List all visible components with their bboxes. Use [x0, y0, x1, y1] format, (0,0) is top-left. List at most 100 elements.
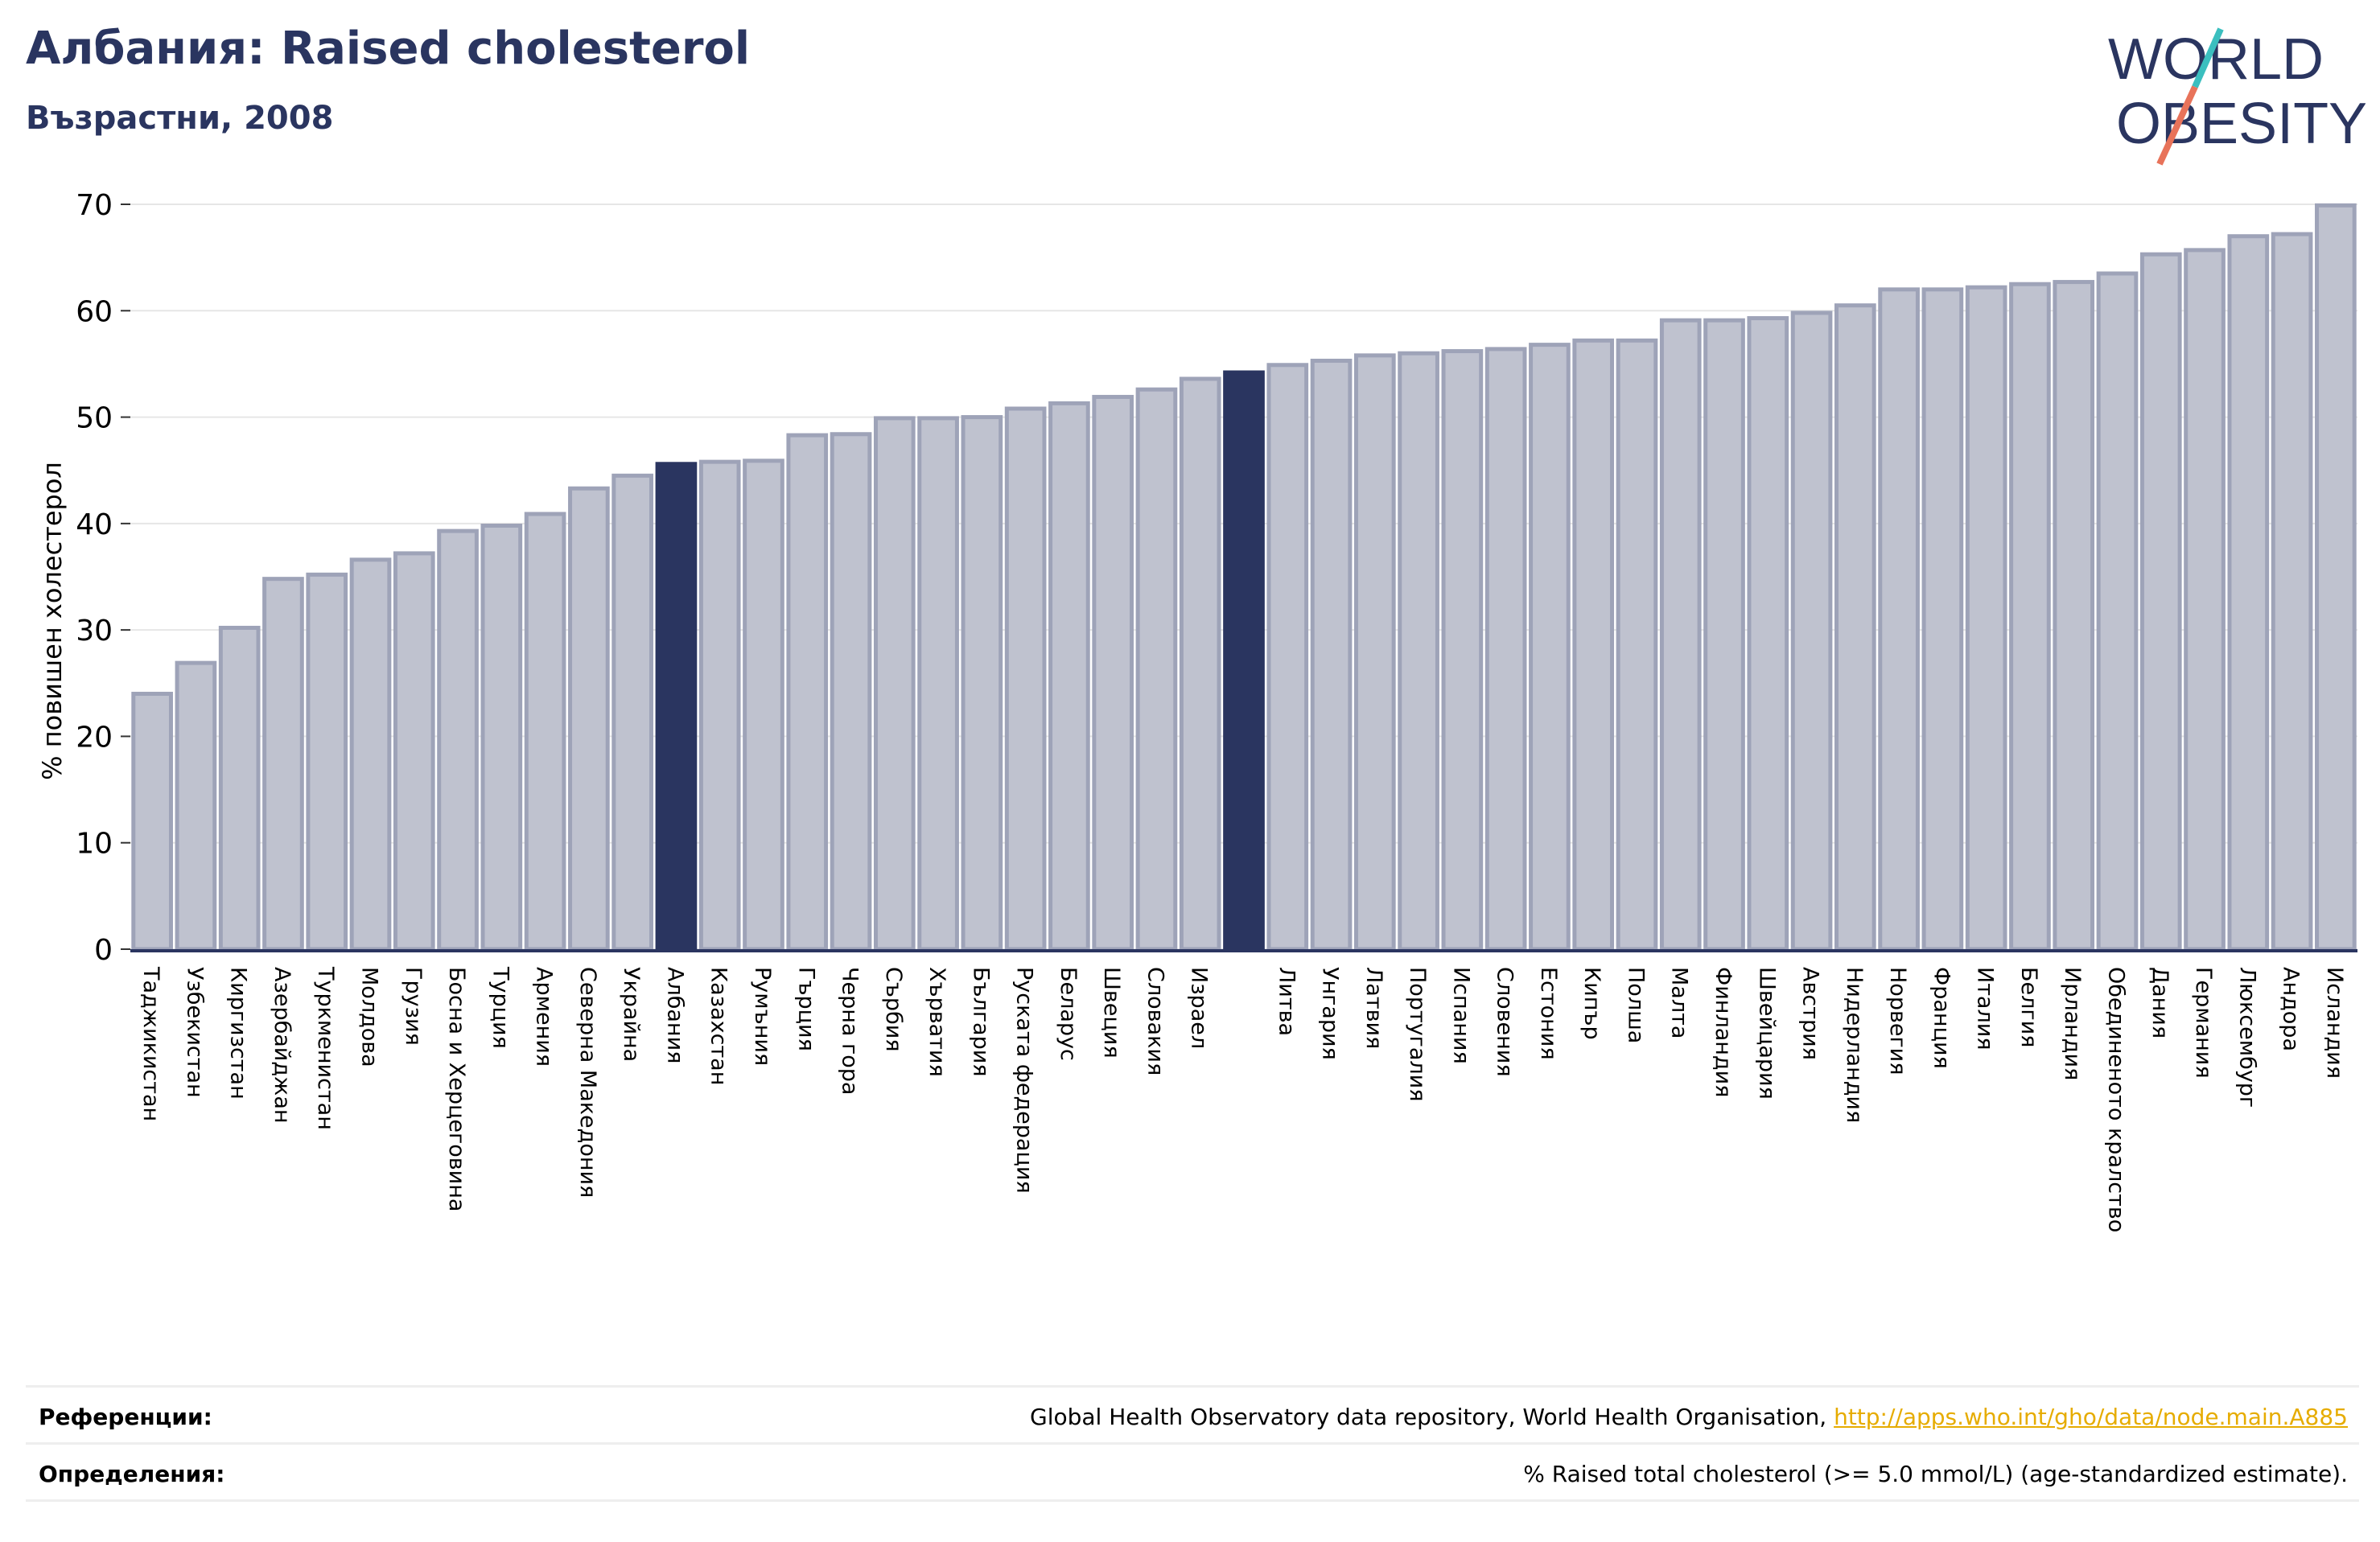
bar	[524, 512, 566, 952]
bar	[1441, 349, 1484, 952]
bar	[830, 432, 872, 952]
x-tick-label: Малта	[1667, 967, 1692, 1038]
x-tick-label: България	[968, 967, 993, 1077]
bar	[1223, 370, 1265, 952]
bar	[2271, 232, 2313, 952]
bar	[262, 577, 304, 952]
bar	[611, 473, 653, 952]
references-label: Референции:	[39, 1404, 212, 1430]
definitions-label: Определения:	[39, 1461, 225, 1487]
x-tick-label: Кипър	[1579, 967, 1604, 1040]
x-tick-label: Киргизстан	[226, 967, 251, 1100]
bar	[2009, 282, 2051, 952]
bar	[1703, 318, 1745, 952]
x-tick-label: Молдова	[357, 967, 382, 1067]
bar	[218, 625, 261, 952]
logo-slash-red	[2156, 85, 2198, 166]
bar	[1572, 338, 1615, 952]
x-tick-label: Гърция	[793, 967, 818, 1051]
definitions-text: % Raised total cholesterol (>= 5.0 mmol/…	[1523, 1461, 2348, 1487]
bar	[1266, 363, 1309, 952]
x-tick-label: Турция	[488, 966, 513, 1049]
x-tick-label: Португалия	[1405, 967, 1430, 1101]
x-tick-label: Хърватия	[924, 967, 949, 1077]
x-tick-label: Казахстан	[706, 967, 731, 1085]
bar	[1878, 287, 1920, 952]
references-link[interactable]: http://apps.who.int/gho/data/node.main.A…	[1834, 1404, 2348, 1430]
bar	[2096, 271, 2139, 952]
x-tick-label: Туркменистан	[313, 966, 338, 1130]
bar	[2053, 280, 2095, 952]
bar	[306, 572, 348, 952]
y-tick-label: 0	[94, 934, 113, 967]
x-tick-label: Франция	[1929, 967, 1954, 1069]
bar	[2184, 248, 2226, 952]
x-tick-label: Обединеното кралство	[2103, 967, 2128, 1232]
x-tick-label: Узбекистан	[182, 967, 207, 1098]
x-tick-label: Полша	[1623, 967, 1648, 1043]
bar	[568, 486, 610, 952]
footer-divider-bottom	[26, 1499, 2359, 1502]
x-tick-label: Италия	[1973, 967, 1998, 1051]
x-tick-label: Грузия	[401, 967, 426, 1046]
x-tick-label: Армения	[532, 967, 557, 1067]
x-tick-label: Унгария	[1318, 967, 1343, 1060]
bar	[917, 416, 959, 952]
x-tick-label: Швейцария	[1754, 967, 1779, 1100]
x-tick-label: Азербайджан	[270, 967, 294, 1124]
bar	[1747, 316, 1789, 952]
bar	[873, 416, 916, 952]
x-tick-label: Руската федерация	[1012, 967, 1037, 1194]
y-ticks-layer: 0 10 20 30 40 50 60 70	[76, 189, 130, 967]
bar-chart: 0 10 20 30 40 50 60 70 Таджикистан Узбекистан Кир…	[37, 189, 2357, 1232]
y-tick-label: 40	[76, 508, 113, 541]
bar	[1353, 353, 1396, 952]
chart-title: Албания: Raised cholesterol	[26, 23, 751, 75]
references-source: Global Health Observatory data repositor…	[1030, 1404, 1834, 1430]
x-tick-label: Албания	[662, 967, 687, 1063]
x-tick-label: Финландия	[1711, 967, 1736, 1097]
bar	[961, 415, 1003, 952]
x-tick-label: Северна Македония	[575, 967, 600, 1198]
bar	[2227, 234, 2270, 952]
bar	[2139, 252, 2182, 952]
bar	[393, 551, 435, 952]
footer-divider-top	[26, 1385, 2359, 1388]
x-tick-label: Черна гора	[838, 967, 863, 1095]
bar	[1179, 376, 1221, 952]
y-tick-label: 30	[76, 615, 113, 648]
x-tick-label: Словакия	[1143, 967, 1167, 1075]
y-tick-label: 70	[76, 189, 113, 222]
x-tick-label: Ирландия	[2060, 967, 2085, 1080]
x-tick-label: Естония	[1536, 967, 1561, 1060]
bar	[480, 524, 523, 952]
footer-divider-middle	[26, 1442, 2359, 1445]
x-tick-label: Исландия	[2322, 967, 2347, 1079]
bar	[1135, 387, 1178, 952]
bar	[1659, 318, 1702, 952]
x-tick-label: Белгия	[2016, 967, 2041, 1047]
references-text: Global Health Observatory data repositor…	[1030, 1404, 2348, 1430]
x-tick-label: Латвия	[1361, 967, 1386, 1049]
bar	[698, 459, 741, 952]
bar	[1484, 347, 1527, 952]
x-tick-label: Швеция	[1099, 967, 1124, 1059]
logo-line2: OBESITY	[2116, 92, 2366, 156]
x-tick-label: Таджикистан	[138, 966, 163, 1121]
x-tick-label: Андора	[2279, 967, 2304, 1051]
x-tick-label: Литва	[1274, 967, 1299, 1036]
x-tick-label: Испания	[1448, 967, 1473, 1064]
bar	[743, 458, 784, 952]
bar	[1398, 351, 1439, 952]
bar	[1004, 406, 1047, 952]
x-tick-label: Люксембург	[2234, 967, 2259, 1108]
y-tick-label: 60	[76, 295, 113, 328]
y-axis-label: % повишен холестерол	[37, 462, 68, 780]
bar	[175, 660, 217, 952]
y-tick-label: 50	[76, 402, 113, 435]
x-tick-label: Израел	[1187, 967, 1212, 1049]
bar	[1310, 358, 1353, 952]
x-tick-label: Украйна	[619, 967, 644, 1062]
chart-subtitle: Възрастни, 2008	[26, 100, 334, 137]
x-tick-label: Германия	[2191, 967, 2216, 1079]
